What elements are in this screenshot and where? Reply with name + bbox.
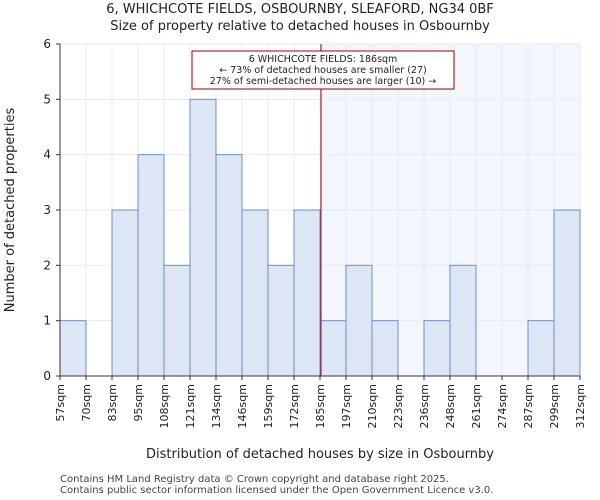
histogram-bar	[111, 209, 139, 377]
x-tick-label: 70sqm	[80, 384, 93, 421]
x-tick-label: 299sqm	[548, 384, 561, 428]
histogram-bar	[345, 264, 373, 377]
x-tick-label: 185sqm	[314, 384, 327, 428]
x-tick-label: 146sqm	[236, 384, 249, 428]
x-tick-label: 287sqm	[522, 384, 535, 428]
y-tick-label: 0	[43, 369, 51, 383]
histogram-bar	[137, 154, 165, 377]
x-tick-label: 261sqm	[470, 384, 483, 428]
annotation-line: ← 73% of detached houses are smaller (27…	[219, 65, 426, 76]
histogram-bar	[553, 209, 581, 377]
x-tick-label: 108sqm	[158, 384, 171, 428]
x-tick-label: 172sqm	[288, 384, 301, 428]
y-tick-label: 6	[43, 37, 51, 51]
x-tick-label: 83sqm	[106, 384, 119, 421]
annotation-line: 27% of semi-detached houses are larger (…	[210, 76, 437, 87]
histogram-bar	[241, 209, 269, 377]
y-tick-label: 2	[43, 258, 51, 272]
histogram-bar	[527, 320, 555, 377]
footer-licence: Contains public sector information licen…	[60, 485, 494, 496]
y-axis-label: Number of detached properties	[3, 108, 18, 313]
x-tick-label: 274sqm	[496, 384, 509, 428]
histogram-bar	[189, 98, 217, 377]
x-tick-label: 223sqm	[392, 384, 405, 428]
annotation-box	[191, 50, 455, 90]
x-tick-label: 236sqm	[418, 384, 431, 428]
x-tick-label: 57sqm	[54, 384, 67, 421]
histogram-bar	[423, 320, 451, 377]
x-tick-label: 134sqm	[210, 384, 223, 428]
histogram-bar	[319, 320, 347, 377]
chart-title: 6, WHICHCOTE FIELDS, OSBOURNBY, SLEAFORD…	[106, 2, 494, 17]
footer-copyright: Contains HM Land Registry data © Crown c…	[60, 474, 449, 485]
x-tick-label: 312sqm	[574, 384, 587, 428]
histogram-bar	[163, 264, 191, 377]
x-axis-label: Distribution of detached houses by size …	[146, 447, 494, 462]
x-tick-label: 210sqm	[366, 384, 379, 428]
x-tick-label: 159sqm	[262, 384, 275, 428]
x-tick-label: 121sqm	[184, 384, 197, 428]
histogram-bar	[59, 320, 87, 377]
y-tick-label: 4	[43, 148, 51, 162]
x-tick-label: 95sqm	[132, 384, 145, 421]
y-tick-label: 5	[43, 92, 51, 106]
chart-subtitle: Size of property relative to detached ho…	[110, 19, 490, 34]
x-tick-label: 248sqm	[444, 384, 457, 428]
histogram-bar	[215, 154, 243, 377]
histogram-chart: 0 1 2 3 4 5 6 57sqm 70sqm 83sqm 95sqm 108sqm 121sqm 1…	[3, 37, 587, 462]
x-tick-label: 197sqm	[340, 384, 353, 428]
y-tick-label: 3	[43, 203, 51, 217]
y-tick-label: 1	[43, 314, 51, 328]
histogram-bar	[267, 264, 295, 377]
histogram-bar	[293, 209, 321, 377]
annotation-line: 6 WHICHCOTE FIELDS: 186sqm	[249, 54, 398, 65]
histogram-bar	[449, 264, 477, 377]
histogram-bar	[371, 320, 399, 377]
